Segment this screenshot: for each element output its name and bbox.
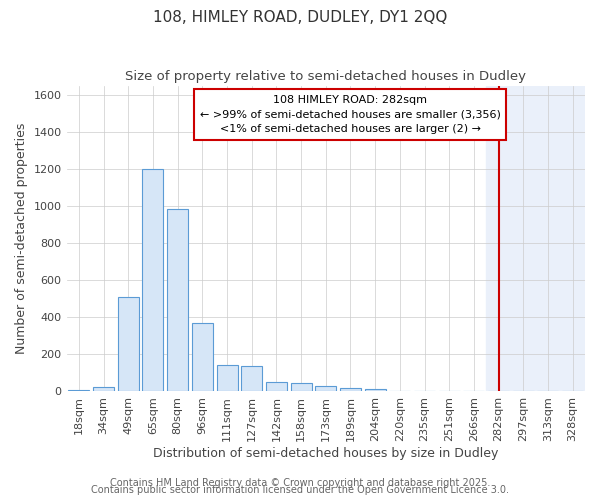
Text: 108 HIMLEY ROAD: 282sqm
← >99% of semi-detached houses are smaller (3,356)
<1% o: 108 HIMLEY ROAD: 282sqm ← >99% of semi-d… xyxy=(200,94,501,134)
Text: Contains public sector information licensed under the Open Government Licence 3.: Contains public sector information licen… xyxy=(91,485,509,495)
Bar xyxy=(266,382,287,392)
Bar xyxy=(167,209,188,392)
Bar xyxy=(93,387,114,392)
Bar xyxy=(315,386,336,392)
X-axis label: Distribution of semi-detached houses by size in Dudley: Distribution of semi-detached houses by … xyxy=(153,447,499,460)
Bar xyxy=(217,364,238,392)
Bar xyxy=(290,383,311,392)
Bar xyxy=(340,388,361,392)
Bar xyxy=(241,366,262,392)
Bar xyxy=(118,297,139,392)
Bar xyxy=(486,86,585,392)
Bar xyxy=(68,390,89,392)
Title: Size of property relative to semi-detached houses in Dudley: Size of property relative to semi-detach… xyxy=(125,70,526,83)
Text: 108, HIMLEY ROAD, DUDLEY, DY1 2QQ: 108, HIMLEY ROAD, DUDLEY, DY1 2QQ xyxy=(153,10,447,25)
Bar xyxy=(192,323,213,392)
Bar xyxy=(365,388,386,392)
Y-axis label: Number of semi-detached properties: Number of semi-detached properties xyxy=(15,123,28,354)
Bar xyxy=(142,169,163,392)
Text: Contains HM Land Registry data © Crown copyright and database right 2025.: Contains HM Land Registry data © Crown c… xyxy=(110,478,490,488)
